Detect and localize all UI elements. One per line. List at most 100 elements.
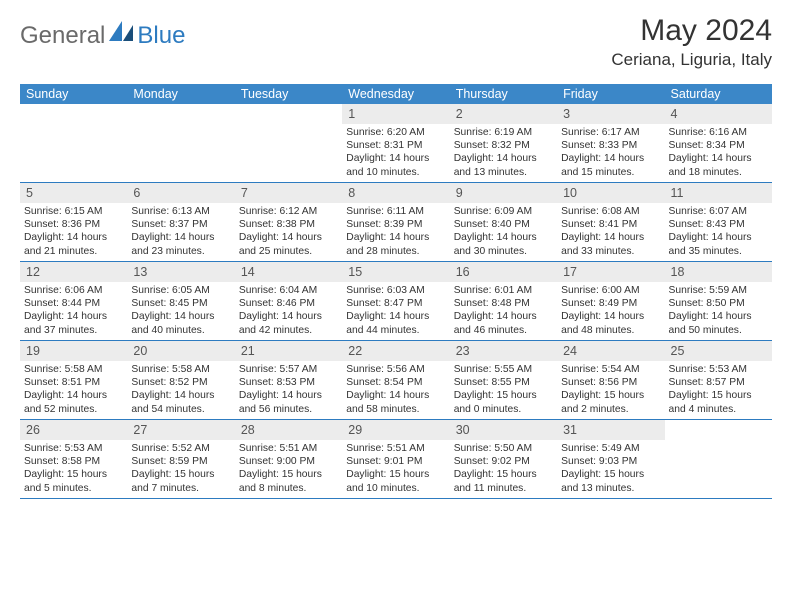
day-number: 14 (235, 262, 342, 282)
day-number: 23 (450, 341, 557, 361)
day-number: 18 (665, 262, 772, 282)
day-d1: Daylight: 14 hours (346, 152, 445, 165)
day-ss: Sunset: 8:59 PM (131, 455, 230, 468)
calendar-day: 25Sunrise: 5:53 AMSunset: 8:57 PMDayligh… (665, 341, 772, 419)
day-d2: and 10 minutes. (346, 166, 445, 179)
weekday-header: Wednesday (342, 84, 449, 104)
day-d2: and 4 minutes. (669, 403, 768, 416)
day-d1: Daylight: 15 hours (454, 389, 553, 402)
day-detail: Sunrise: 6:06 AMSunset: 8:44 PMDaylight:… (20, 282, 127, 340)
day-detail: Sunrise: 5:57 AMSunset: 8:53 PMDaylight:… (235, 361, 342, 419)
weekday-header: Tuesday (235, 84, 342, 104)
day-d1: Daylight: 14 hours (24, 310, 123, 323)
day-ss: Sunset: 8:40 PM (454, 218, 553, 231)
day-number: 13 (127, 262, 234, 282)
day-sr: Sunrise: 6:12 AM (239, 205, 338, 218)
logo-text-blue: Blue (137, 22, 185, 50)
day-ss: Sunset: 8:51 PM (24, 376, 123, 389)
day-number: 31 (557, 420, 664, 440)
day-d2: and 33 minutes. (561, 245, 660, 258)
calendar-day: 2Sunrise: 6:19 AMSunset: 8:32 PMDaylight… (450, 104, 557, 182)
calendar-grid: Sunday Monday Tuesday Wednesday Thursday… (20, 84, 772, 499)
calendar-week: 26Sunrise: 5:53 AMSunset: 8:58 PMDayligh… (20, 420, 772, 499)
logo-sail-icon (109, 21, 135, 48)
calendar-day: 10Sunrise: 6:08 AMSunset: 8:41 PMDayligh… (557, 183, 664, 261)
day-ss: Sunset: 8:43 PM (669, 218, 768, 231)
day-ss: Sunset: 8:32 PM (454, 139, 553, 152)
day-d1: Daylight: 14 hours (561, 152, 660, 165)
day-sr: Sunrise: 6:09 AM (454, 205, 553, 218)
calendar-day: 11Sunrise: 6:07 AMSunset: 8:43 PMDayligh… (665, 183, 772, 261)
day-detail: Sunrise: 6:07 AMSunset: 8:43 PMDaylight:… (665, 203, 772, 261)
day-sr: Sunrise: 5:58 AM (24, 363, 123, 376)
day-number: 17 (557, 262, 664, 282)
day-number: 26 (20, 420, 127, 440)
day-ss: Sunset: 9:02 PM (454, 455, 553, 468)
month-title: May 2024 (611, 14, 772, 48)
calendar-day: 4Sunrise: 6:16 AMSunset: 8:34 PMDaylight… (665, 104, 772, 182)
day-ss: Sunset: 8:50 PM (669, 297, 768, 310)
day-d1: Daylight: 14 hours (669, 310, 768, 323)
calendar-day: 6Sunrise: 6:13 AMSunset: 8:37 PMDaylight… (127, 183, 234, 261)
day-d2: and 40 minutes. (131, 324, 230, 337)
day-sr: Sunrise: 5:57 AM (239, 363, 338, 376)
day-ss: Sunset: 8:38 PM (239, 218, 338, 231)
day-d1: Daylight: 14 hours (346, 231, 445, 244)
brand-logo: General Blue (20, 22, 185, 50)
day-ss: Sunset: 8:49 PM (561, 297, 660, 310)
day-d2: and 25 minutes. (239, 245, 338, 258)
day-sr: Sunrise: 5:49 AM (561, 442, 660, 455)
calendar-day: 14Sunrise: 6:04 AMSunset: 8:46 PMDayligh… (235, 262, 342, 340)
day-number: 27 (127, 420, 234, 440)
calendar-day: 3Sunrise: 6:17 AMSunset: 8:33 PMDaylight… (557, 104, 664, 182)
calendar-day: 31Sunrise: 5:49 AMSunset: 9:03 PMDayligh… (557, 420, 664, 498)
day-number: 30 (450, 420, 557, 440)
day-d2: and 48 minutes. (561, 324, 660, 337)
day-d1: Daylight: 14 hours (239, 389, 338, 402)
day-number: 2 (450, 104, 557, 124)
weekday-header: Sunday (20, 84, 127, 104)
day-detail: Sunrise: 6:00 AMSunset: 8:49 PMDaylight:… (557, 282, 664, 340)
day-ss: Sunset: 8:56 PM (561, 376, 660, 389)
day-d1: Daylight: 15 hours (561, 468, 660, 481)
day-number: 16 (450, 262, 557, 282)
calendar-day: 13Sunrise: 6:05 AMSunset: 8:45 PMDayligh… (127, 262, 234, 340)
day-d1: Daylight: 15 hours (561, 389, 660, 402)
day-d1: Daylight: 15 hours (24, 468, 123, 481)
day-d1: Daylight: 14 hours (24, 231, 123, 244)
day-number: 19 (20, 341, 127, 361)
day-d2: and 46 minutes. (454, 324, 553, 337)
day-detail: Sunrise: 5:53 AMSunset: 8:58 PMDaylight:… (20, 440, 127, 498)
day-ss: Sunset: 8:37 PM (131, 218, 230, 231)
day-detail: Sunrise: 6:05 AMSunset: 8:45 PMDaylight:… (127, 282, 234, 340)
calendar-day (20, 104, 127, 182)
day-detail: Sunrise: 5:51 AMSunset: 9:01 PMDaylight:… (342, 440, 449, 498)
day-ss: Sunset: 8:31 PM (346, 139, 445, 152)
day-sr: Sunrise: 5:56 AM (346, 363, 445, 376)
calendar-weeks: 1Sunrise: 6:20 AMSunset: 8:31 PMDaylight… (20, 104, 772, 499)
day-detail: Sunrise: 5:55 AMSunset: 8:55 PMDaylight:… (450, 361, 557, 419)
day-d2: and 35 minutes. (669, 245, 768, 258)
day-d2: and 52 minutes. (24, 403, 123, 416)
day-sr: Sunrise: 5:55 AM (454, 363, 553, 376)
day-number: 4 (665, 104, 772, 124)
calendar-day: 22Sunrise: 5:56 AMSunset: 8:54 PMDayligh… (342, 341, 449, 419)
calendar-day: 30Sunrise: 5:50 AMSunset: 9:02 PMDayligh… (450, 420, 557, 498)
day-d1: Daylight: 14 hours (669, 152, 768, 165)
day-d2: and 5 minutes. (24, 482, 123, 495)
calendar-day: 5Sunrise: 6:15 AMSunset: 8:36 PMDaylight… (20, 183, 127, 261)
day-ss: Sunset: 8:45 PM (131, 297, 230, 310)
day-detail: Sunrise: 6:17 AMSunset: 8:33 PMDaylight:… (557, 124, 664, 182)
day-sr: Sunrise: 6:03 AM (346, 284, 445, 297)
day-d1: Daylight: 15 hours (454, 468, 553, 481)
day-d2: and 18 minutes. (669, 166, 768, 179)
day-d1: Daylight: 15 hours (131, 468, 230, 481)
day-sr: Sunrise: 5:53 AM (669, 363, 768, 376)
day-sr: Sunrise: 5:53 AM (24, 442, 123, 455)
day-number: 11 (665, 183, 772, 203)
day-number: 20 (127, 341, 234, 361)
day-ss: Sunset: 8:44 PM (24, 297, 123, 310)
day-d2: and 50 minutes. (669, 324, 768, 337)
day-ss: Sunset: 8:39 PM (346, 218, 445, 231)
day-number: 3 (557, 104, 664, 124)
